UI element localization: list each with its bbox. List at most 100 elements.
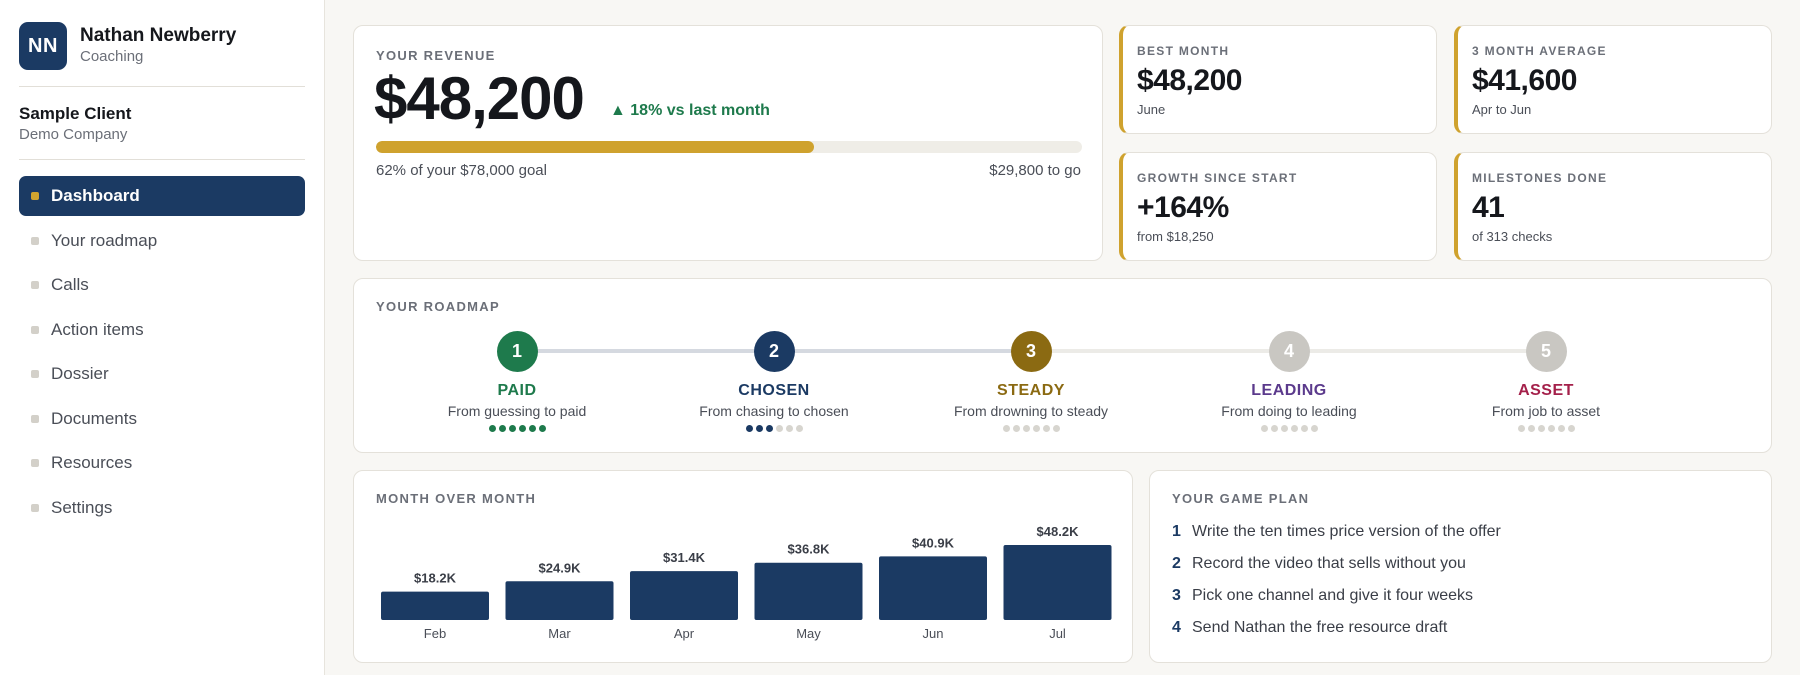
step-number: 4	[1268, 331, 1310, 372]
bar-jun	[879, 556, 987, 620]
progress-dot	[765, 425, 773, 432]
step-progress-dots	[1189, 425, 1389, 432]
game-plan-item[interactable]: 3 Pick one channel and give it four weeks	[1172, 580, 1501, 612]
revenue-card: YOUR REVENUE $48,200 ▲ 18% vs last month…	[353, 25, 1103, 261]
progress-dot	[1300, 425, 1308, 432]
x-tick-label: May	[796, 626, 821, 641]
roadmap-step-paid[interactable]: 1 PAID From guessing to paid	[417, 331, 617, 432]
stat-sub: June	[1137, 102, 1166, 117]
step-name: ASSET	[1518, 382, 1574, 399]
step-number: 1	[496, 331, 538, 372]
nav-bullet-icon	[31, 503, 39, 512]
game-plan-item[interactable]: 4 Send Nathan the free resource draft	[1172, 612, 1501, 644]
coach-name: Nathan Newberry	[80, 25, 237, 46]
step-progress-dots	[674, 425, 874, 432]
game-plan-number: 2	[1172, 555, 1181, 572]
game-plan-number: 1	[1172, 523, 1181, 540]
nav-bullet-icon	[31, 192, 39, 200]
game-plan-item[interactable]: 2 Record the video that sells without you	[1172, 548, 1501, 580]
bar-data-label: $24.9K	[539, 560, 582, 575]
progress-dot	[1280, 425, 1288, 432]
game-plan-list: 1 Write the ten times price version of th…	[1172, 516, 1501, 644]
roadmap-connector	[517, 349, 774, 353]
game-plan-label: YOUR GAME PLAN	[1172, 491, 1310, 506]
step-progress-dots	[931, 425, 1131, 432]
roadmap-step-leading[interactable]: 4 LEADING From doing to leading	[1189, 331, 1389, 432]
game-plan-text: Pick one channel and give it four weeks	[1192, 587, 1474, 604]
bar-data-label: $40.9K	[912, 535, 955, 550]
roadmap-step-steady[interactable]: 3 STEADY From drowning to steady	[931, 331, 1131, 432]
bar-apr	[630, 571, 738, 620]
step-name: CHOSEN	[738, 382, 810, 399]
stat-value: +164%	[1137, 191, 1229, 224]
progress-dot	[1012, 425, 1020, 432]
divider	[19, 86, 305, 87]
nav-bullet-icon	[31, 414, 39, 423]
progress-dot	[1022, 425, 1030, 432]
nav-bullet-icon	[31, 459, 39, 467]
bar-may	[754, 562, 863, 620]
sidebar-item-resources[interactable]: Resources	[19, 443, 305, 483]
sidebar-item-dossier[interactable]: Dossier	[19, 354, 305, 394]
bar-feb	[381, 591, 489, 620]
step-description: From guessing to paid	[447, 403, 587, 419]
sidebar-item-documents[interactable]: Documents	[19, 399, 305, 439]
progress-dot	[1290, 425, 1298, 432]
revenue-label: YOUR REVENUE	[376, 48, 496, 63]
roadmap-step-chosen[interactable]: 2 CHOSEN From chasing to chosen	[674, 331, 874, 432]
sidebar-item-label: Dossier	[51, 364, 109, 383]
month-over-month-label: MONTH OVER MONTH	[376, 491, 537, 506]
stat-card-milestones: MILESTONES DONE 41 of 313 checks	[1454, 152, 1772, 261]
sidebar-item-settings[interactable]: Settings	[19, 488, 305, 528]
progress-dot	[1052, 425, 1060, 432]
progress-dot	[1270, 425, 1278, 432]
progress-dot	[1002, 425, 1010, 432]
x-tick-label: Feb	[424, 626, 446, 641]
month-over-month-card: $18.2K Feb $24.9K Mar $31.4K Apr $36.8K May $40.…	[353, 470, 1133, 663]
step-name: PAID	[497, 382, 537, 399]
stat-card-growth: GROWTH SINCE START +164% from $18,250	[1119, 152, 1437, 261]
step-progress-dots	[417, 425, 617, 432]
month-over-month-chart: $18.2K Feb $24.9K Mar $31.4K Apr $36.8K May $40.…	[381, 524, 1112, 641]
sidebar-item-calls[interactable]: Calls	[19, 265, 305, 305]
roadmap-card: YOUR ROADMAP 1 PAID From guessing to paid 2…	[353, 278, 1772, 453]
progress-dot	[1537, 425, 1545, 432]
stat-value: $48,200	[1137, 64, 1242, 97]
progress-dot	[1527, 425, 1535, 432]
stat-label: MILESTONES DONE	[1472, 171, 1608, 185]
revenue-to-go: $29,800 to go	[989, 162, 1081, 179]
game-plan-item[interactable]: 1 Write the ten times price version of th…	[1172, 516, 1501, 548]
step-description: From job to asset	[1491, 403, 1601, 419]
brand-text: Nathan Newberry Coaching	[80, 25, 236, 67]
progress-dot	[528, 425, 536, 432]
step-number: 5	[1525, 331, 1567, 372]
progress-dot	[745, 425, 753, 432]
step-name: LEADING	[1251, 382, 1327, 399]
sidebar-item-your-roadmap[interactable]: Your roadmap	[19, 221, 305, 261]
progress-dot	[1310, 425, 1318, 432]
sidebar-item-label: Action items	[51, 319, 144, 339]
stat-card-best-month: BEST MONTH $48,200 June	[1119, 25, 1437, 134]
step-number: 3	[1010, 331, 1052, 372]
progress-dot	[488, 425, 496, 432]
revenue-amount: $48,200	[374, 65, 585, 132]
progress-dot	[498, 425, 506, 432]
sidebar-item-dashboard[interactable]: Dashboard	[19, 176, 305, 216]
x-tick-label: Jun	[923, 626, 944, 641]
stat-label: BEST MONTH	[1137, 44, 1230, 58]
stat-card-three-month-average: 3 MONTH AVERAGE $41,600 Apr to Jun	[1454, 25, 1772, 134]
step-description: From drowning to steady	[953, 403, 1109, 419]
roadmap-step-asset[interactable]: 5 ASSET From job to asset	[1446, 331, 1646, 432]
divider	[19, 159, 305, 160]
sidebar-nav: Dashboard Your roadmap Calls Action items Do…	[19, 176, 305, 532]
revenue-progress-fill	[376, 141, 814, 153]
stat-label: GROWTH SINCE START	[1137, 171, 1298, 185]
roadmap-connector	[774, 349, 1031, 353]
nav-bullet-icon	[31, 370, 39, 378]
sidebar-item-action-items[interactable]: Action items	[19, 310, 305, 350]
revenue-goal-text: 62% of your $78,000 goal	[376, 162, 547, 179]
bar-mar	[505, 581, 614, 620]
stat-sub: Apr to Jun	[1472, 102, 1532, 117]
bar-data-label: $31.4K	[663, 550, 706, 565]
game-plan-text: Write the ten times price version of the…	[1192, 523, 1501, 540]
